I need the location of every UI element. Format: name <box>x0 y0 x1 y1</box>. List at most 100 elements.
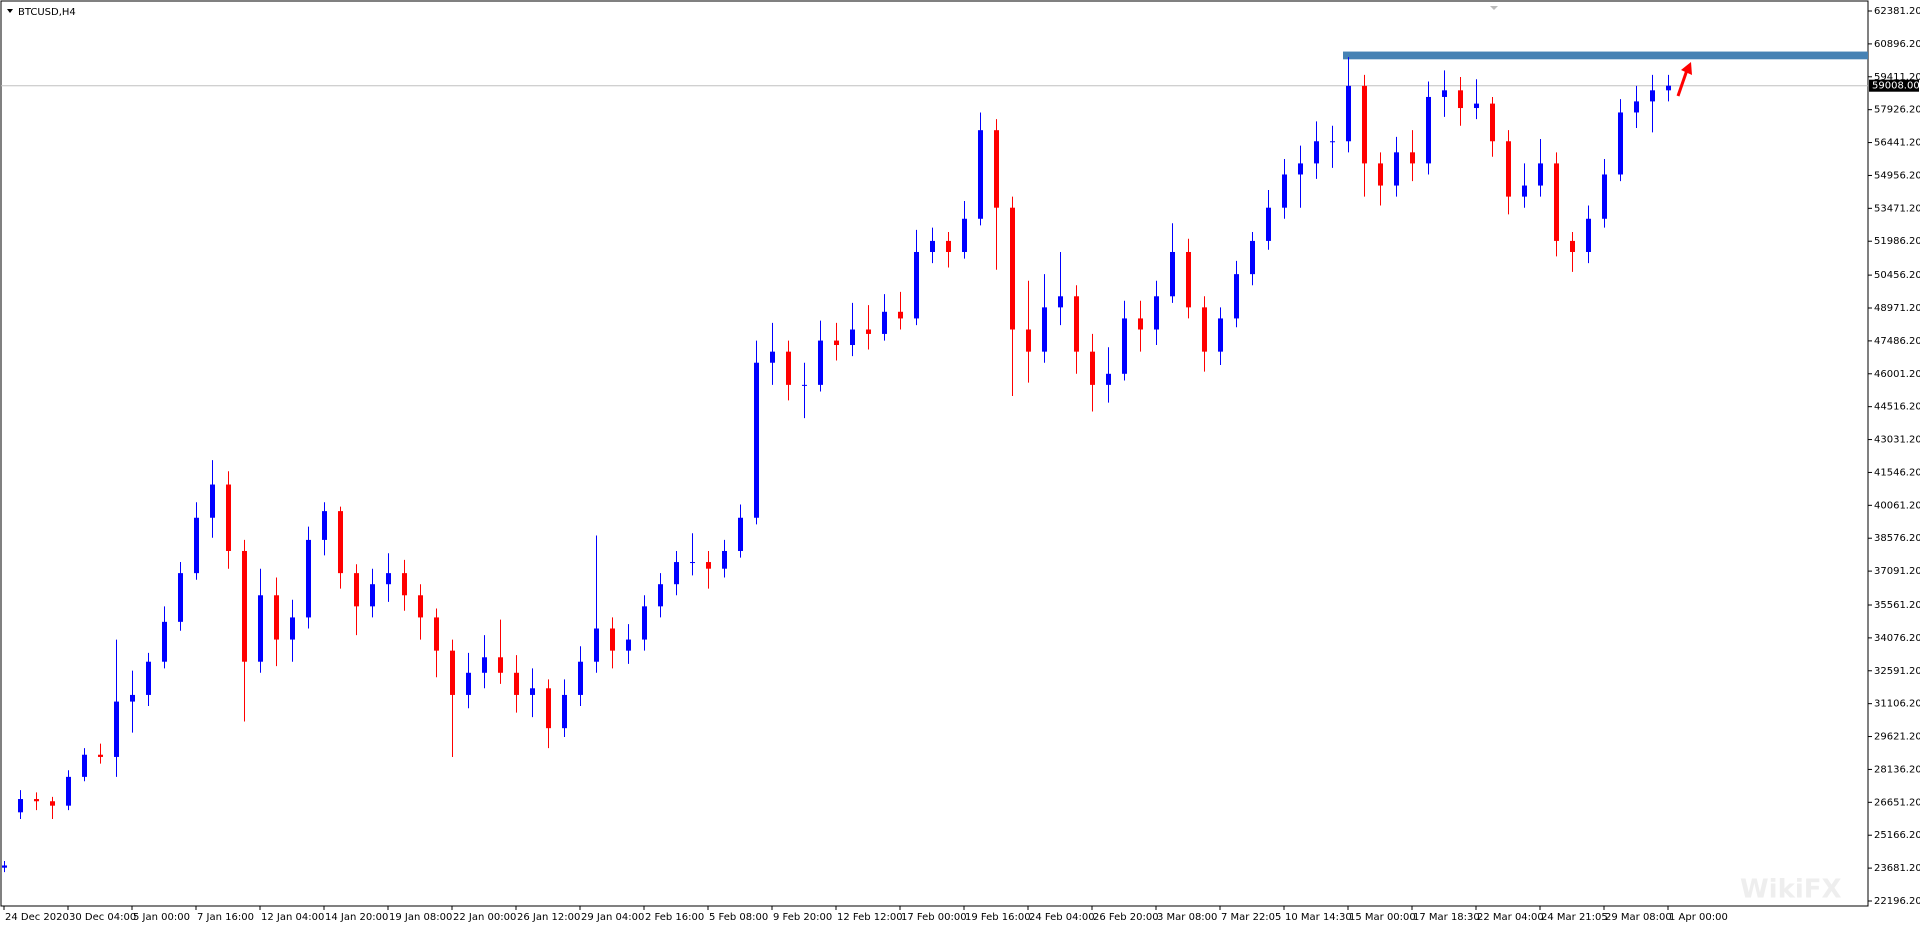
candle-body <box>402 573 407 596</box>
plot-frame <box>0 0 1869 907</box>
y-tick-label: 60896.20 <box>1874 39 1920 50</box>
y-tick-label: 26651.20 <box>1874 797 1920 808</box>
candle-body <box>162 621 167 662</box>
y-tick-label: 48971.20 <box>1874 303 1920 314</box>
candle-body <box>1650 90 1655 102</box>
y-tick-label: 46001.20 <box>1874 369 1920 380</box>
y-tick-label: 53471.20 <box>1874 203 1920 214</box>
candle-body <box>258 595 263 662</box>
x-tick-label: 5 Feb 08:00 <box>709 912 768 923</box>
candle-body <box>514 672 519 695</box>
candle-body <box>1218 318 1223 352</box>
candle-body <box>450 650 455 695</box>
candle-body <box>1442 90 1447 97</box>
y-tick-label: 50456.20 <box>1874 270 1920 281</box>
y-tick-label: 47486.20 <box>1874 336 1920 347</box>
candle-body <box>370 584 375 607</box>
candle-body <box>786 351 791 385</box>
candle-body <box>1074 296 1079 352</box>
y-tick-label: 22196.20 <box>1874 896 1920 907</box>
x-tick-label: 17 Feb 00:00 <box>901 912 967 923</box>
candle-body <box>1410 152 1415 164</box>
candle-body <box>562 694 567 729</box>
candle-body <box>1426 96 1431 164</box>
candle-body <box>1618 112 1623 175</box>
candle-body <box>834 340 839 346</box>
y-tick-label: 28136.20 <box>1874 764 1920 775</box>
candle-body <box>1554 163 1559 241</box>
x-tick-label: 12 Jan 04:00 <box>261 912 324 923</box>
candle-body <box>1378 163 1383 186</box>
candle-body <box>882 311 887 334</box>
y-tick-label: 25166.20 <box>1874 830 1920 841</box>
x-tick-label: 3 Mar 08:00 <box>1157 912 1217 923</box>
y-tick-label: 56441.20 <box>1874 138 1920 149</box>
y-tick-label: 62381.20 <box>1874 6 1920 17</box>
candle-body <box>1490 103 1495 142</box>
x-tick-label: 7 Mar 22:05 <box>1221 912 1281 923</box>
x-tick-label: 24 Dec 2020 <box>5 912 69 923</box>
x-tick-label: 19 Jan 08:00 <box>389 912 452 923</box>
candle-body <box>1330 141 1335 143</box>
y-tick-label: 29621.20 <box>1874 732 1920 743</box>
candle-body <box>434 617 439 651</box>
y-tick-label: 44516.20 <box>1874 402 1920 413</box>
candle-body <box>466 672 471 695</box>
candle-body <box>546 688 551 729</box>
candle-body <box>738 517 743 551</box>
candle-body <box>1346 85 1351 142</box>
x-tick-label: 30 Dec 04:00 <box>69 912 136 923</box>
candle-body <box>210 484 215 518</box>
candle-body <box>1106 373 1111 385</box>
current-price-box <box>1869 79 1919 92</box>
x-tick-label: 14 Jan 20:00 <box>325 912 388 923</box>
candle-body <box>66 776 71 806</box>
candle-body <box>930 240 935 252</box>
candle-body <box>706 562 711 569</box>
y-tick-label: 34076.20 <box>1874 633 1920 644</box>
candle-body <box>2 865 7 868</box>
candle-body <box>770 351 775 363</box>
candle-body <box>914 251 919 319</box>
y-tick-label: 59411.20 <box>1874 72 1920 83</box>
candle-body <box>1474 103 1479 109</box>
candle-body <box>610 628 615 651</box>
y-tick-label: 31106.20 <box>1874 699 1920 710</box>
x-tick-label: 26 Jan 12:00 <box>517 912 580 923</box>
x-tick-label: 5 Jan 00:00 <box>133 912 190 923</box>
x-tick-label: 10 Mar 14:30 <box>1285 912 1352 923</box>
candle-body <box>50 801 55 806</box>
candle-body <box>1282 174 1287 208</box>
y-tick-label: 57926.20 <box>1874 105 1920 116</box>
candle-body <box>1042 307 1047 352</box>
candle-body <box>1186 251 1191 308</box>
y-tick-label: 40061.20 <box>1874 500 1920 511</box>
x-tick-label: 1 Apr 00:00 <box>1669 912 1728 923</box>
candle-body <box>482 657 487 673</box>
candle-body <box>594 628 599 662</box>
candle-body <box>322 511 327 540</box>
candle-body <box>946 240 951 252</box>
candle-body <box>18 799 23 813</box>
y-tick-label: 41546.20 <box>1874 467 1920 478</box>
candle-body <box>1394 152 1399 186</box>
candle-body <box>1090 351 1095 385</box>
y-tick-label: 35561.20 <box>1874 600 1920 611</box>
candle-body <box>898 311 903 319</box>
chart-title: BTCUSD,H4 <box>18 7 76 18</box>
candle-body <box>1362 85 1367 164</box>
candle-body <box>130 694 135 702</box>
candle-body <box>1234 274 1239 319</box>
y-tick-label: 43031.20 <box>1874 435 1920 446</box>
candle-body <box>866 329 871 334</box>
candle-body <box>114 701 119 757</box>
candle-body <box>578 661 583 695</box>
candle-body <box>1170 251 1175 297</box>
y-tick-label: 51986.20 <box>1874 236 1920 247</box>
x-tick-label: 9 Feb 20:00 <box>773 912 832 923</box>
x-tick-label: 29 Mar 08:00 <box>1605 912 1672 923</box>
candle-body <box>1250 240 1255 275</box>
candle-body <box>306 539 311 618</box>
candle-body <box>1138 318 1143 330</box>
